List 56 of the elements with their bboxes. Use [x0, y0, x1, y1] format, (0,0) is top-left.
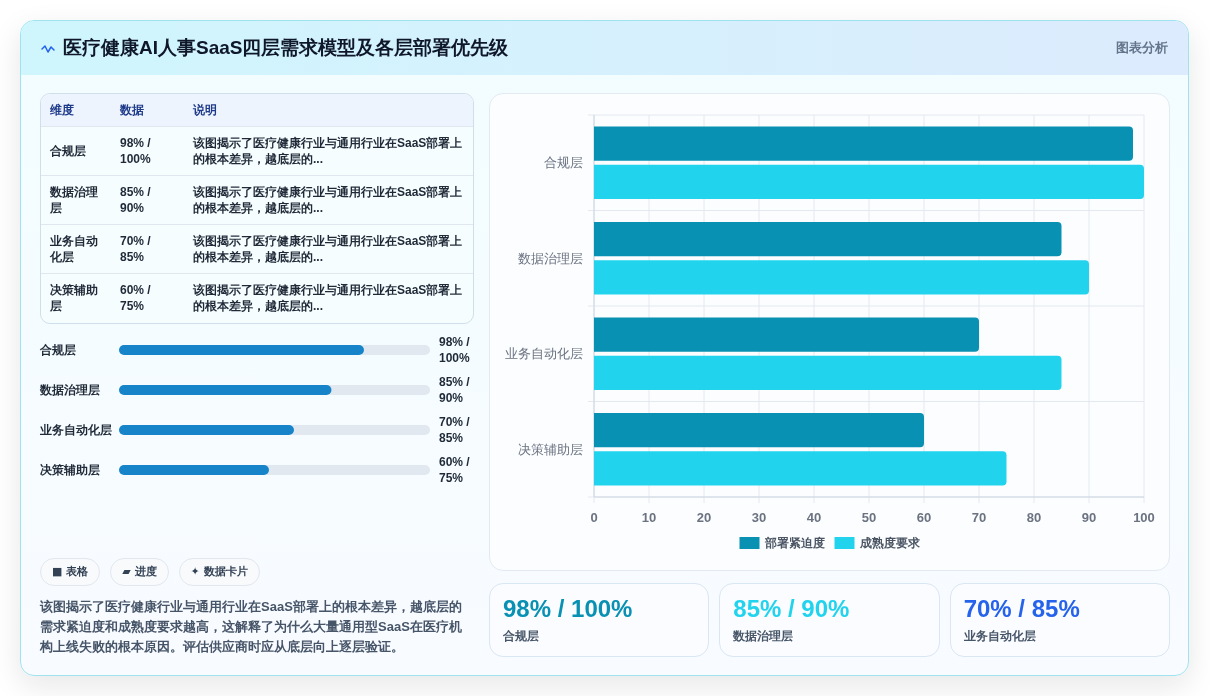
x-tick-label: 0	[590, 509, 598, 525]
data-label: 70% / 85%	[439, 414, 471, 446]
x-tick-label: 10	[641, 509, 657, 525]
bar	[594, 451, 1007, 486]
text: 图表分析	[1116, 39, 1168, 57]
text: 该图揭示了医疗健康行业与通用行业在SaaS部署上的根本差异，越底层的...	[193, 234, 463, 264]
category-label: 业务自动化层	[963, 628, 1036, 644]
text: 该图揭示了医疗健康行业与通用行业在SaaS部署上的根本差异，越底层的需求紧迫度和成熟度要求越高，这解释了为什么大量通用型SaaS在医疗机构上线失败的根本原因。评估供应商时应从底层向上逐层验证。	[40, 598, 463, 656]
bar	[594, 126, 1133, 161]
y-tick-label: 决策辅助层	[518, 441, 583, 457]
y-tick-label: 决策辅助层	[40, 462, 100, 479]
y-tick-label: 合规层	[40, 342, 76, 359]
y-tick-label: 数据治理层	[518, 250, 583, 266]
data-label: 98% / 100%	[439, 334, 471, 366]
x-tick-label: 80	[1026, 509, 1042, 525]
data-label: 85% / 90%	[439, 374, 471, 406]
category-label: 说明	[184, 94, 473, 127]
text: 该图揭示了医疗健康行业与通用行业在SaaS部署上的根本差异，越底层的...	[193, 283, 463, 313]
x-tick-label: 40	[806, 509, 822, 525]
x-tick-label: 30	[751, 509, 767, 525]
x-tick-label: 100	[1133, 509, 1155, 525]
bar	[594, 412, 924, 448]
y-tick-label: 合规层	[544, 155, 583, 171]
category-label: ✦ 数据卡片	[178, 558, 260, 586]
category-label: 维度	[41, 94, 111, 127]
text: 98% / 100%	[120, 136, 151, 166]
text: 该图揭示了医疗健康行业与通用行业在SaaS部署上的根本差异，越底层的...	[193, 136, 463, 166]
bar	[594, 317, 979, 352]
legend-label: 成熟度要求	[858, 536, 921, 550]
text: 85% / 90%	[733, 595, 850, 622]
text: 85% / 90%	[120, 185, 151, 215]
y-tick-label: 业务自动化层	[40, 422, 112, 439]
text: 该图揭示了医疗健康行业与通用行业在SaaS部署上的根本差异，越底层的...	[193, 185, 463, 215]
y-tick-label: 数据治理层	[40, 382, 100, 399]
text: 98% / 100%	[503, 595, 633, 622]
data-label: 60% / 75%	[439, 454, 471, 486]
text: 70% / 85%	[120, 234, 151, 264]
y-tick-label: 业务自动化层	[505, 346, 583, 362]
category-label: 数据治理层	[733, 628, 794, 644]
x-tick-label: 60	[916, 509, 932, 525]
x-tick-label: 90	[1081, 509, 1097, 525]
bar	[594, 355, 1062, 391]
category-label: ▰ 进度	[110, 558, 169, 586]
x-tick-label: 70	[971, 509, 987, 525]
x-tick-label: 20	[696, 509, 712, 525]
category-label: 合规层	[503, 628, 539, 644]
bar	[594, 260, 1089, 295]
x-tick-label: 50	[861, 509, 877, 525]
legend-label: 部署紧迫度	[763, 536, 825, 550]
bar	[594, 221, 1062, 257]
category-label: 数据	[111, 94, 184, 127]
bar	[594, 164, 1144, 200]
text: 60% / 75%	[120, 283, 151, 313]
text: 70% / 85%	[963, 595, 1080, 622]
category-label: ■ 表格	[40, 558, 101, 586]
text: 医疗健康AI人事SaaS四层需求模型及各层部署优先级	[63, 36, 509, 60]
